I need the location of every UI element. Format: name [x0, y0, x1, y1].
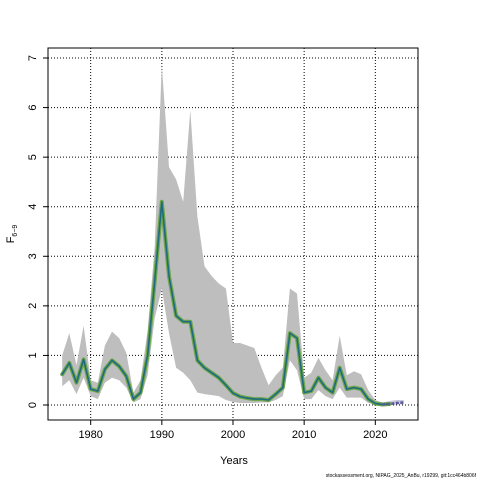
footer-note: stockassessment.org, NIPAG_2025_AnBu, r1…: [326, 473, 477, 479]
y-tick-label-3: 3: [27, 253, 39, 259]
plot-frame: [47, 47, 419, 421]
estimate-line-inner: [61, 201, 391, 406]
estimate-lines: [60, 199, 404, 407]
y-axis-title-main: F: [5, 236, 17, 243]
y-tick-label-6: 6: [27, 105, 39, 111]
y-tick-label-0: 0: [27, 402, 39, 408]
y-tick-label-7: 7: [27, 55, 39, 61]
x-tick-label-2020: 2020: [363, 429, 387, 441]
axes: 1980 1990 2000 2010 2020 0 1 2 3 4 5 6 7: [27, 55, 388, 441]
confidence-band: [62, 65, 404, 406]
y-tick-label-5: 5: [27, 154, 39, 160]
x-tick-label-1990: 1990: [150, 429, 174, 441]
x-tick-label-2000: 2000: [221, 429, 245, 441]
y-axis-title: F6−9: [5, 225, 19, 244]
x-tick-label-1980: 1980: [78, 429, 102, 441]
y-tick-label-4: 4: [27, 204, 39, 210]
x-tick-label-2010: 2010: [292, 429, 316, 441]
y-tick-label-1: 1: [27, 352, 39, 358]
x-axis-title: Years: [220, 455, 248, 467]
y-axis-title-sub: 6−9: [12, 225, 19, 237]
confidence-band-area: [62, 65, 390, 406]
svg-text:F6−9: F6−9: [5, 225, 19, 244]
recent-estimate-line: [382, 401, 404, 406]
y-tick-label-2: 2: [27, 303, 39, 309]
